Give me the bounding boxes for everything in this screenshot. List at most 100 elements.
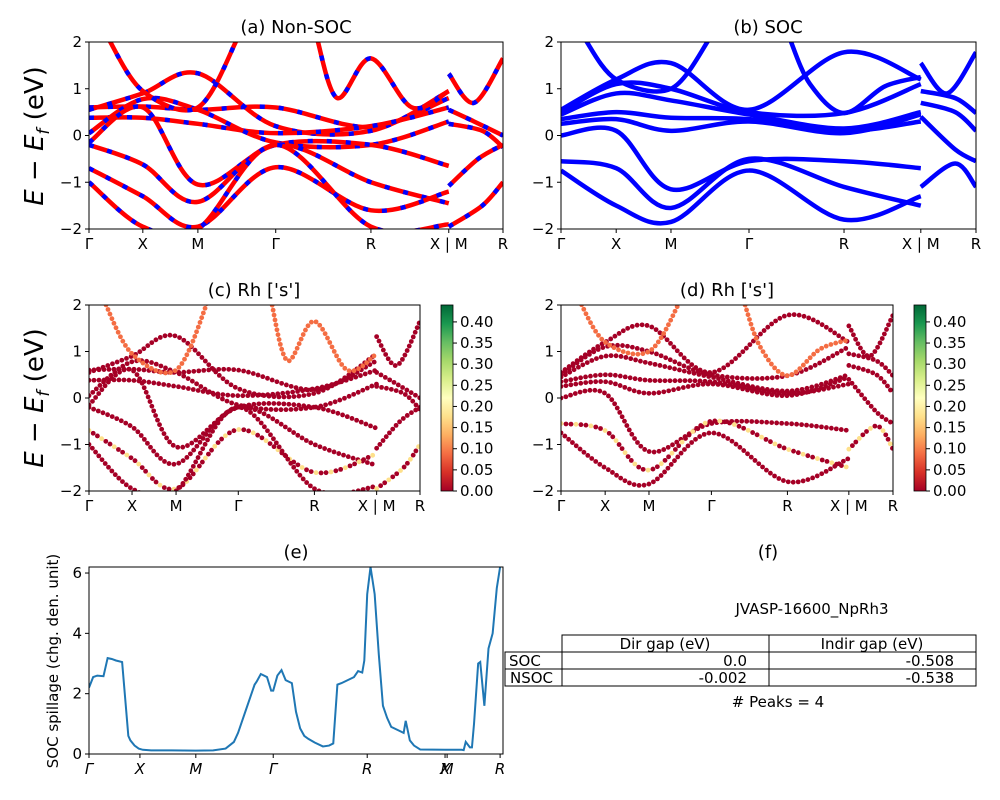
projection-point: [561, 421, 564, 426]
projection-point: [652, 378, 658, 384]
projection-point: [814, 383, 820, 389]
projection-point: [791, 312, 797, 318]
projection-point: [862, 396, 868, 402]
projection-point: [95, 433, 100, 439]
projection-point: [697, 378, 703, 384]
projection-point: [849, 380, 855, 386]
projection-point: [601, 464, 607, 470]
projection-point: [745, 427, 751, 433]
band-line-nonsoc: [89, 70, 450, 137]
projection-point: [335, 410, 341, 416]
projection-point: [622, 418, 627, 424]
projection-point: [148, 366, 154, 371]
projection-point: [136, 367, 142, 372]
projection-point: [763, 437, 769, 442]
projection-point: [123, 482, 129, 488]
projection-point: [157, 482, 163, 488]
projection-point: [733, 441, 739, 447]
projection-point: [627, 375, 633, 381]
projection-point: [406, 343, 412, 349]
projection-point: [286, 394, 292, 400]
projection-point: [283, 382, 289, 388]
projection-point: [132, 487, 138, 491]
projection-point: [279, 448, 285, 454]
projection-point: [89, 404, 92, 410]
projection-point: [683, 436, 688, 441]
projection-point: [744, 307, 749, 313]
projection-point: [251, 413, 257, 419]
projection-point: [140, 360, 146, 366]
projection-point: [608, 380, 613, 385]
projection-point: [568, 382, 574, 388]
projection-point: [650, 466, 656, 472]
projection-point: [121, 377, 127, 383]
band-line-soc: [584, 42, 710, 94]
projection-point: [330, 409, 336, 415]
projection-point: [694, 425, 700, 431]
projection-point: [184, 455, 190, 460]
projection-point: [291, 430, 297, 435]
projection-point: [881, 331, 887, 337]
projection-point: [276, 337, 282, 342]
projection-point: [125, 347, 131, 352]
projection-point: [861, 354, 866, 360]
projection-point: [622, 384, 628, 390]
projection-point: [110, 361, 115, 367]
projection-point: [408, 390, 414, 396]
projection-point: [568, 377, 574, 383]
projection-point: [171, 461, 177, 467]
projection-point: [341, 491, 346, 496]
projection-point: [716, 376, 721, 382]
projection-point: [234, 405, 240, 410]
projection-point: [592, 387, 598, 393]
projection-point: [598, 372, 603, 378]
projection-point: [588, 373, 593, 379]
panel-e-xtick-label: Γ: [85, 760, 95, 778]
projection-point: [111, 320, 117, 326]
panel-c-xtick-label: Γ: [85, 497, 94, 515]
projection-point: [354, 417, 360, 423]
projection-point: [200, 310, 206, 316]
colorbar-tick-label: 0.05: [933, 461, 966, 479]
projection-point: [298, 406, 304, 412]
projection-point: [341, 452, 346, 458]
projection-point: [759, 376, 765, 381]
projection-point: [149, 340, 155, 346]
projection-point: [563, 378, 569, 384]
projection-point: [305, 387, 310, 393]
projection-point: [282, 452, 288, 458]
projection-point: [346, 393, 352, 399]
panel-d-xtick-label: R: [888, 497, 898, 515]
projection-point: [382, 374, 388, 380]
projection-point: [809, 388, 814, 394]
projection-point: [662, 378, 668, 384]
projection-point: [404, 387, 410, 393]
projection-point: [839, 348, 844, 354]
projection-point: [358, 419, 364, 425]
projection-point: [337, 397, 343, 403]
projection-point: [843, 346, 849, 351]
projection-point: [578, 380, 584, 386]
projection-point: [185, 472, 191, 478]
colorbar-c: [440, 304, 454, 492]
projection-point: [90, 430, 96, 436]
panel-b-xtick-label: X: [611, 235, 621, 253]
projection-point: [202, 358, 208, 364]
projection-point: [598, 354, 604, 360]
panel-e-ytick-label: 2: [72, 685, 82, 703]
projection-point: [678, 351, 684, 357]
projection-point: [274, 379, 280, 385]
colorbar-tick-label: 0.15: [933, 419, 966, 437]
projection-point: [725, 383, 731, 389]
panel-c-title: (c) Rh ['s']: [208, 280, 301, 301]
projection-point: [355, 389, 361, 395]
projection-point: [202, 441, 208, 447]
projection-point: [846, 363, 852, 368]
panel-a-xtick-label: X: [138, 235, 148, 253]
projection-point: [848, 327, 854, 333]
projection-point: [838, 427, 844, 432]
projection-point: [769, 321, 775, 327]
projection-point: [883, 365, 888, 371]
projection-point: [731, 422, 737, 427]
projection-point: [409, 410, 414, 416]
